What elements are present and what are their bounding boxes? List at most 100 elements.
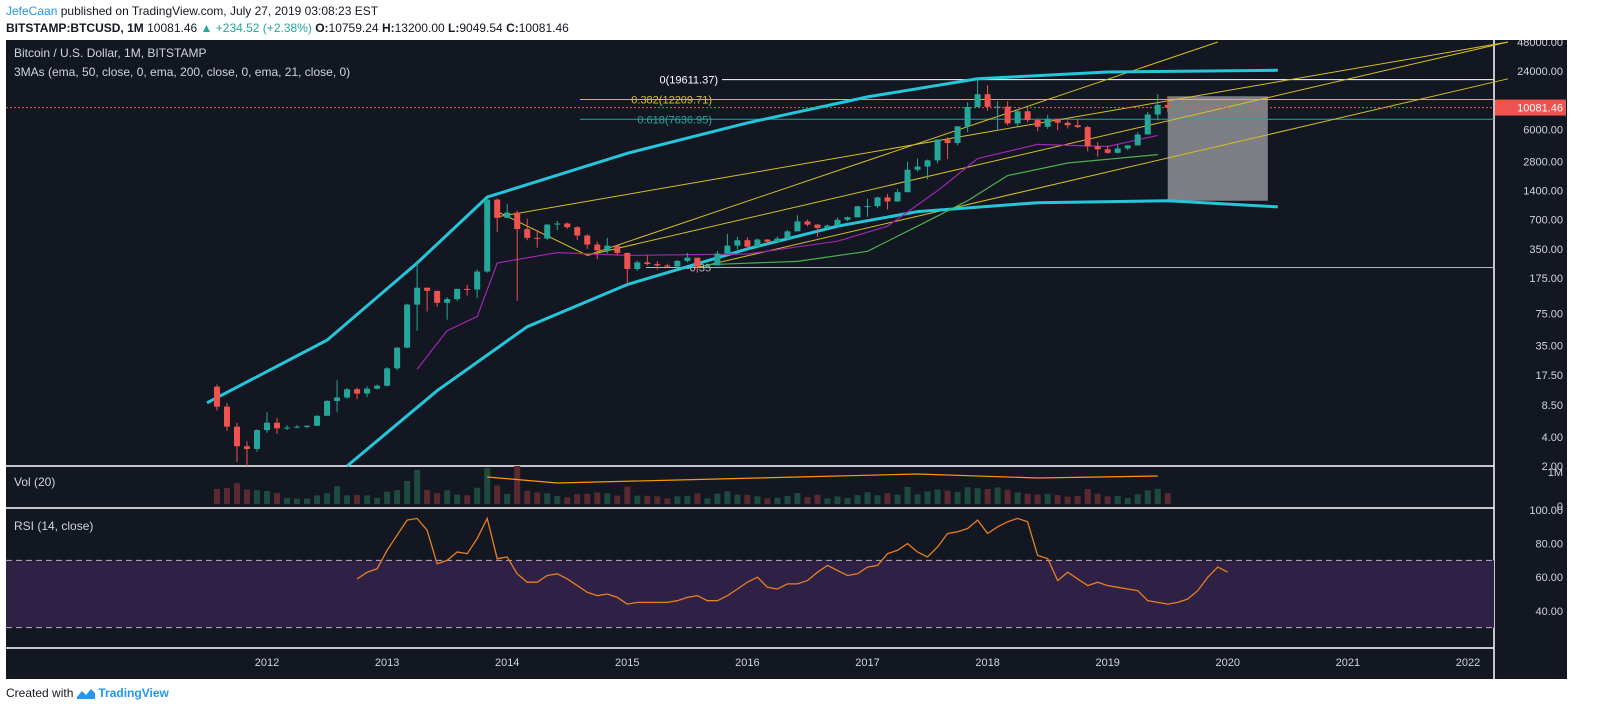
volume-bar (524, 490, 531, 504)
time-axis-label: 2018 (975, 657, 999, 669)
volume-bar (994, 487, 1001, 504)
volume-bar (374, 497, 381, 504)
candle (774, 238, 781, 242)
candle (704, 265, 711, 267)
volume-bar (654, 496, 661, 504)
volume-bar (1054, 495, 1061, 504)
candle (544, 224, 551, 239)
volume-bar (584, 493, 591, 504)
candle (724, 245, 731, 254)
candle (364, 388, 371, 394)
volume-bar (884, 493, 891, 504)
volume-bar (594, 492, 601, 504)
candle (1114, 148, 1121, 153)
open-value: 10759.24 (328, 21, 379, 35)
rsi-axis-label: 100.00 (1529, 505, 1563, 517)
volume-bar (284, 497, 291, 504)
volume-bar (233, 483, 240, 504)
volume-bar (834, 496, 841, 504)
volume-bar (804, 497, 811, 504)
candle (354, 389, 361, 394)
volume-bar (954, 491, 961, 504)
candle (824, 225, 831, 229)
volume-bar (384, 491, 391, 504)
candle (574, 227, 581, 236)
candle (524, 229, 531, 238)
volume-bar (1104, 496, 1111, 504)
candle (274, 422, 281, 429)
price-axis-label: 48000.00 (1517, 40, 1563, 49)
candle (684, 257, 691, 261)
volume-bar (1064, 496, 1071, 504)
candle (604, 245, 611, 251)
volume-bar (1144, 490, 1151, 504)
volume-bar (1004, 489, 1011, 504)
tradingview-brand[interactable]: TradingView (98, 686, 169, 700)
candle (253, 430, 260, 449)
candle (764, 239, 771, 242)
volume-bar (1154, 488, 1161, 504)
publish-text: published on TradingView.com, July 27, 2… (60, 4, 379, 18)
volume-bar (253, 490, 260, 504)
volume-bar (904, 486, 911, 504)
candle (974, 94, 981, 107)
candle (1034, 120, 1041, 127)
candle (944, 139, 951, 144)
volume-bar (624, 486, 631, 504)
volume-bar (754, 496, 761, 504)
candle (1064, 122, 1071, 126)
volume-bar (1094, 493, 1101, 504)
volume-bar (974, 488, 981, 504)
lower-arc (346, 199, 1278, 468)
candle (614, 245, 621, 253)
chart-canvas[interactable]: 0(19611.37) 0.382(12209.71) 0.618(7636.95)… (6, 40, 1567, 679)
volume-bar (964, 487, 971, 504)
candle (233, 426, 240, 447)
publish-info: JefeCaan published on TradingView.com, J… (6, 4, 378, 18)
price-axis-label: 175.00 (1529, 273, 1563, 285)
candle (984, 94, 991, 107)
candle (1004, 106, 1011, 124)
high-value: 13200.00 (394, 21, 445, 35)
author-link[interactable]: JefeCaan (6, 4, 58, 18)
ema50-line (416, 134, 1158, 370)
time-axis-label: 2012 (255, 657, 279, 669)
candle (644, 262, 651, 265)
symbol-label: BITSTAMP:BTCUSD, 1M (6, 21, 144, 35)
rsi-axis-label: 80.00 (1535, 539, 1563, 551)
volume-bar (334, 486, 341, 504)
volume-bar (764, 498, 771, 504)
candle (934, 139, 941, 161)
candle (634, 262, 641, 269)
close-value: 10081.46 (518, 21, 569, 35)
volume-bar (914, 494, 921, 504)
candle (654, 264, 661, 266)
volume-bar (454, 494, 461, 504)
volume-bar (574, 494, 581, 504)
volume-bar (924, 491, 931, 504)
volume-bar (304, 498, 311, 504)
volume-bar (434, 493, 441, 504)
candle (674, 260, 681, 267)
candle (714, 253, 721, 266)
volume-bar (1124, 497, 1131, 504)
volume-bar (404, 480, 411, 504)
candle (264, 422, 270, 431)
volume-bar (854, 495, 861, 504)
candle (924, 160, 931, 167)
candle (1014, 111, 1021, 124)
candle (1024, 111, 1031, 121)
volume-bar (634, 495, 641, 504)
volume-bar (464, 495, 471, 504)
time-axis-label: 2021 (1336, 657, 1360, 669)
volume-bar (364, 495, 371, 504)
volume-bar (674, 496, 681, 504)
candle (754, 239, 761, 247)
volume-bar (294, 498, 301, 504)
chart-area[interactable]: 0(19611.37) 0.382(12209.71) 0.618(7636.95)… (6, 40, 1567, 679)
volume-bar (354, 495, 361, 504)
volume-pane-title: Vol (20) (14, 475, 55, 489)
volume-bar (324, 493, 331, 504)
candle (734, 240, 741, 246)
price-axis-label: 4.00 (1542, 432, 1563, 444)
